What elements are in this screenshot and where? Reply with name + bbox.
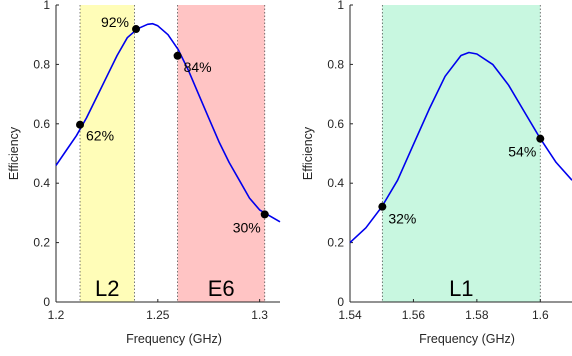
left-y-tick-label: 0.8 — [33, 57, 50, 71]
left-marker-label: 92% — [101, 14, 129, 30]
left-marker-label: 30% — [233, 219, 261, 235]
left-marker-point — [173, 51, 182, 60]
right-x-tick-label: 1.56 — [402, 308, 426, 322]
right-y-tick-label: 0 — [337, 295, 344, 309]
left-marker-point — [76, 120, 85, 129]
left-y-tick-label: 0.2 — [33, 236, 50, 250]
right-y-tick-label: 0.4 — [327, 176, 344, 190]
right-chart-panel: 0 0.2 0.4 0.6 0.8 1 1.54 1.56 1.58 1.6 Frequency (… — [301, 0, 572, 346]
right-x-tick-label: 1.58 — [465, 308, 489, 322]
left-marker-point — [132, 25, 141, 34]
right-x-tick-label: 1.6 — [532, 308, 549, 322]
right-marker-point — [378, 202, 387, 211]
left-x-axis-label: Frequency (GHz) — [126, 332, 222, 346]
left-band-label-l2: L2 — [95, 276, 119, 301]
right-y-tick-label: 1 — [337, 0, 344, 12]
left-x-tick-label: 1.2 — [48, 308, 65, 322]
left-y-tick-label: 1 — [43, 0, 50, 12]
left-marker-point — [260, 210, 269, 219]
left-y-tick-label: 0.4 — [33, 176, 50, 190]
right-efficiency-line — [349, 51, 572, 244]
right-y-tick-label: 0.6 — [327, 117, 344, 131]
right-marker-point — [536, 134, 545, 143]
right-x-axis-label: Frequency (GHz) — [419, 332, 515, 346]
left-marker-label: 84% — [184, 59, 212, 75]
right-marker-label: 32% — [388, 211, 416, 227]
right-y-axis-label: Efficiency — [301, 126, 315, 180]
left-x-tick-label: 1.25 — [146, 308, 170, 322]
left-band-e6 — [177, 5, 265, 302]
left-band-l2 — [80, 5, 135, 302]
right-y-tick-label: 0.2 — [327, 236, 344, 250]
left-y-tick-label: 0.6 — [33, 117, 50, 131]
left-x-tick-label: 1.3 — [251, 308, 268, 322]
left-marker-label: 62% — [86, 128, 114, 144]
left-efficiency-line — [55, 22, 281, 223]
right-band-label-l1: L1 — [449, 276, 473, 301]
right-y-tick-label: 0.8 — [327, 57, 344, 71]
left-y-tick-label: 0 — [43, 295, 50, 309]
left-band-label-e6: E6 — [208, 276, 235, 301]
right-marker-label: 54% — [508, 144, 536, 160]
left-y-axis-label: Efficiency — [7, 126, 21, 180]
left-chart-panel: 0 0.2 0.4 0.6 0.8 1 1.2 1.25 1.3 Frequency (GHz) E… — [7, 0, 281, 346]
right-x-tick-label: 1.54 — [338, 308, 362, 322]
